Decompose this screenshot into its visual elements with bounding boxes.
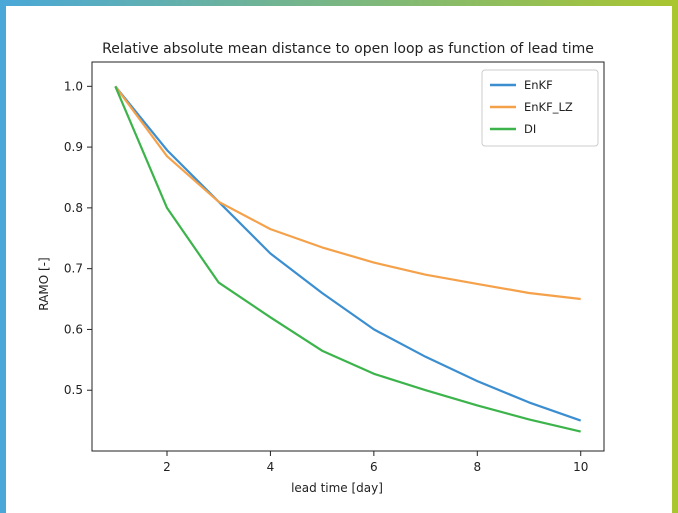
y-tick-label: 0.8 [64,201,83,215]
y-tick-label: 0.7 [64,262,83,276]
frame-top-border [0,0,678,6]
x-axis-label: lead time [day] [291,481,383,495]
legend-label-enkf: EnKF [524,78,553,92]
y-tick-label: 1.0 [64,79,83,93]
x-tick-label: 10 [573,460,588,474]
x-tick-label: 6 [370,460,378,474]
y-tick-label: 0.6 [64,322,83,336]
series-line-di [114,85,581,433]
legend-label-di: DI [524,122,536,136]
y-axis-label: RAMO [-] [37,257,51,310]
frame-right-border [672,0,678,513]
series-line-enkf-lz [114,85,581,301]
y-tick-label: 0.9 [64,140,83,154]
legend-label-enkf-lz: EnKF_LZ [524,100,573,114]
series-lines [114,85,582,433]
chart-title: Relative absolute mean distance to open … [102,41,594,57]
x-tick-label: 4 [267,460,275,474]
x-tick-label: 2 [163,460,171,474]
legend-box [481,69,599,147]
x-tick-label: 8 [473,460,481,474]
frame-left-border [0,0,6,513]
legend: EnKF EnKF_LZ DI [481,69,599,147]
axes: 2 4 6 8 10 0.5 0.6 0.7 0.8 0.9 1.0 [64,61,605,474]
y-tick-label: 0.5 [64,383,83,397]
plot-frame [91,61,605,452]
series-line-enkf [114,85,582,422]
